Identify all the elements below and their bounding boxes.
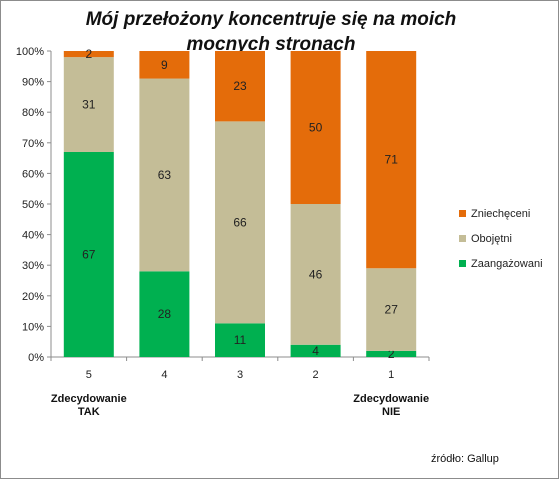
category-note: Zdecydowanie (51, 393, 127, 405)
legend-label: Zaangażowani (471, 258, 543, 270)
bar-segment (366, 350, 417, 357)
bar-segment (215, 51, 265, 122)
data-label: 23 (233, 79, 247, 93)
bar-segment (63, 151, 114, 357)
bar-segment (290, 204, 341, 345)
legend-label: Obojętni (471, 233, 512, 245)
x-tick-label: 4 (161, 369, 167, 381)
y-tick-label: 30% (22, 260, 44, 272)
bar-segment (366, 268, 417, 351)
category-note: TAK (78, 406, 100, 418)
data-label: 9 (161, 58, 168, 72)
bar-segment (366, 51, 417, 269)
x-tick-label: 3 (237, 369, 243, 381)
bar-segment (215, 323, 265, 357)
y-tick-label: 20% (22, 291, 44, 303)
y-tick-label: 10% (22, 321, 44, 333)
y-tick-label: 0% (28, 352, 44, 364)
data-label: 67 (82, 247, 96, 261)
bar-segment (139, 271, 190, 357)
legend-swatch (459, 235, 466, 242)
legend-label: Zniechęceni (471, 208, 530, 220)
bar-segment (139, 78, 190, 272)
y-tick-label: 50% (22, 199, 44, 211)
data-label: 27 (385, 303, 399, 317)
bar-segment (215, 121, 265, 324)
legend-swatch (459, 210, 466, 217)
y-tick-label: 70% (22, 138, 44, 150)
data-label: 2 (388, 347, 395, 361)
bar-segment (63, 51, 114, 58)
data-label: 46 (309, 267, 323, 281)
legend-swatch (459, 260, 466, 267)
source-note: źródło: Gallup (431, 453, 499, 465)
bar-segment (290, 344, 341, 357)
x-tick-label: 2 (313, 369, 319, 381)
y-tick-label: 40% (22, 230, 44, 242)
data-label: 66 (233, 215, 247, 229)
category-note: NIE (382, 406, 400, 418)
data-label: 4 (312, 344, 319, 358)
y-tick-label: 60% (22, 168, 44, 180)
data-label: 11 (234, 333, 247, 347)
chart-title: Mój przełożony koncentruje się na moich … (85, 9, 457, 55)
data-label: 50 (309, 121, 323, 135)
bar-segment (139, 51, 190, 79)
y-tick-label: 90% (22, 77, 44, 89)
x-tick-label: 5 (86, 369, 92, 381)
y-tick-label: 100% (16, 46, 44, 58)
bar-segment (290, 51, 341, 204)
bar-segment (63, 57, 114, 152)
x-tick-label: 1 (388, 369, 394, 381)
data-label: 2 (85, 47, 92, 61)
y-tick-label: 80% (22, 107, 44, 119)
data-label: 63 (158, 168, 172, 182)
data-label: 31 (82, 98, 96, 112)
data-label: 71 (385, 153, 399, 167)
data-label: 28 (158, 307, 172, 321)
category-note: Zdecydowanie (353, 393, 429, 405)
